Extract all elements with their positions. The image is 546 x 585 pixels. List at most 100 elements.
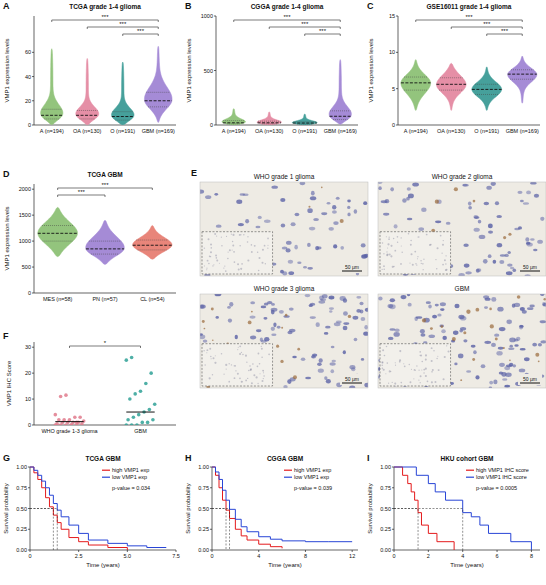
y-tick [396, 88, 398, 89]
x-tick-label: 8 [304, 553, 307, 559]
nucleus [250, 301, 255, 304]
inset-texture [431, 371, 433, 373]
nucleus [309, 227, 315, 231]
nucleus [504, 385, 510, 388]
inset-texture [239, 345, 241, 347]
x-tick [305, 550, 306, 552]
micrograph [200, 182, 368, 276]
median-line [394, 509, 418, 551]
inset-texture [393, 238, 395, 240]
inset-texture [225, 270, 227, 272]
significance-label: *** [501, 28, 509, 34]
scale-bar-label: 50 μm [523, 264, 537, 270]
point [133, 392, 137, 396]
inset-texture [263, 375, 265, 377]
nucleus [315, 246, 319, 250]
quartile-line [404, 77, 427, 78]
nucleus [491, 182, 496, 186]
inset-texture [397, 236, 399, 238]
nucleus [478, 220, 482, 224]
inset-texture [231, 234, 232, 235]
significance-bracket [58, 188, 153, 190]
violin [41, 49, 63, 125]
stain [544, 298, 546, 300]
violins [41, 46, 172, 125]
nucleus [200, 189, 204, 193]
nucleus [463, 184, 468, 187]
nucleus [526, 191, 531, 195]
x-tick-label: 2 [427, 553, 430, 559]
nucleus [303, 266, 307, 269]
inset-texture [247, 241, 249, 243]
nucleus [236, 199, 242, 203]
quartile-line [138, 249, 167, 250]
nucleus [319, 358, 323, 363]
scale-bar [342, 271, 362, 272]
y-tick-label: 1500 [19, 212, 31, 218]
nucleus [385, 199, 390, 203]
stain [340, 219, 344, 223]
inset-texture [400, 263, 402, 265]
nucleus [499, 327, 506, 331]
y-axis-title: VMP1 expression levels [4, 206, 10, 270]
inset-texture [411, 369, 412, 370]
y-tick-label: 1000 [19, 238, 31, 244]
inset-texture [258, 353, 260, 355]
nucleus [519, 368, 525, 372]
y-tick-label: 0.75 [198, 485, 209, 491]
nucleus [460, 327, 466, 330]
inset-texture [204, 247, 205, 248]
inset-texture [203, 350, 205, 352]
nucleus [261, 340, 267, 343]
inset-texture [422, 263, 424, 265]
nucleus [347, 212, 350, 216]
nucleus [494, 334, 499, 337]
inset-texture [262, 249, 264, 251]
nucleus [484, 202, 490, 205]
inset-texture [267, 245, 268, 246]
stain [280, 360, 283, 363]
inset-texture [417, 258, 418, 259]
nucleus [282, 246, 288, 249]
nucleus [529, 304, 534, 307]
scale-bar-label: 50 μm [345, 376, 359, 382]
significance-label: *** [283, 14, 291, 20]
legend-swatch [102, 477, 110, 478]
inset-texture [265, 263, 266, 264]
y-axis-title: VMP1 expression levels [368, 38, 374, 102]
quartile-line [293, 121, 316, 122]
nucleus [502, 378, 507, 380]
x-tick [352, 550, 353, 552]
y-tick-label: 0.00 [16, 547, 27, 553]
nucleus [354, 209, 358, 214]
nucleus [507, 263, 513, 266]
nucleus [343, 311, 348, 316]
nucleus [428, 305, 432, 309]
inset-texture [438, 369, 440, 371]
inset-texture [426, 234, 428, 236]
nucleus [362, 254, 368, 257]
significance-bracket [58, 195, 105, 197]
nucleus [200, 305, 204, 309]
nucleus [297, 262, 301, 264]
inset-texture [383, 253, 384, 254]
y-tick-label: 60 [25, 49, 31, 55]
inset-texture [210, 247, 212, 249]
violin [111, 62, 134, 125]
p-value: p-value = 0.039 [294, 485, 332, 491]
nucleus [454, 362, 457, 365]
nucleus [437, 314, 441, 317]
x-tick-label: O (n=191) [292, 128, 317, 134]
x-axis-title: Time (years) [450, 562, 483, 568]
nucleus [383, 213, 389, 216]
panel-letter: F [3, 331, 9, 341]
inset-texture [256, 376, 258, 378]
panel-letter: C [367, 1, 374, 11]
y-tick [28, 487, 30, 488]
nucleus [307, 208, 312, 213]
nucleus [324, 332, 329, 335]
inset-texture [388, 238, 390, 240]
inset-texture [417, 256, 418, 257]
inset-texture [252, 363, 254, 365]
inset-texture [386, 362, 388, 364]
